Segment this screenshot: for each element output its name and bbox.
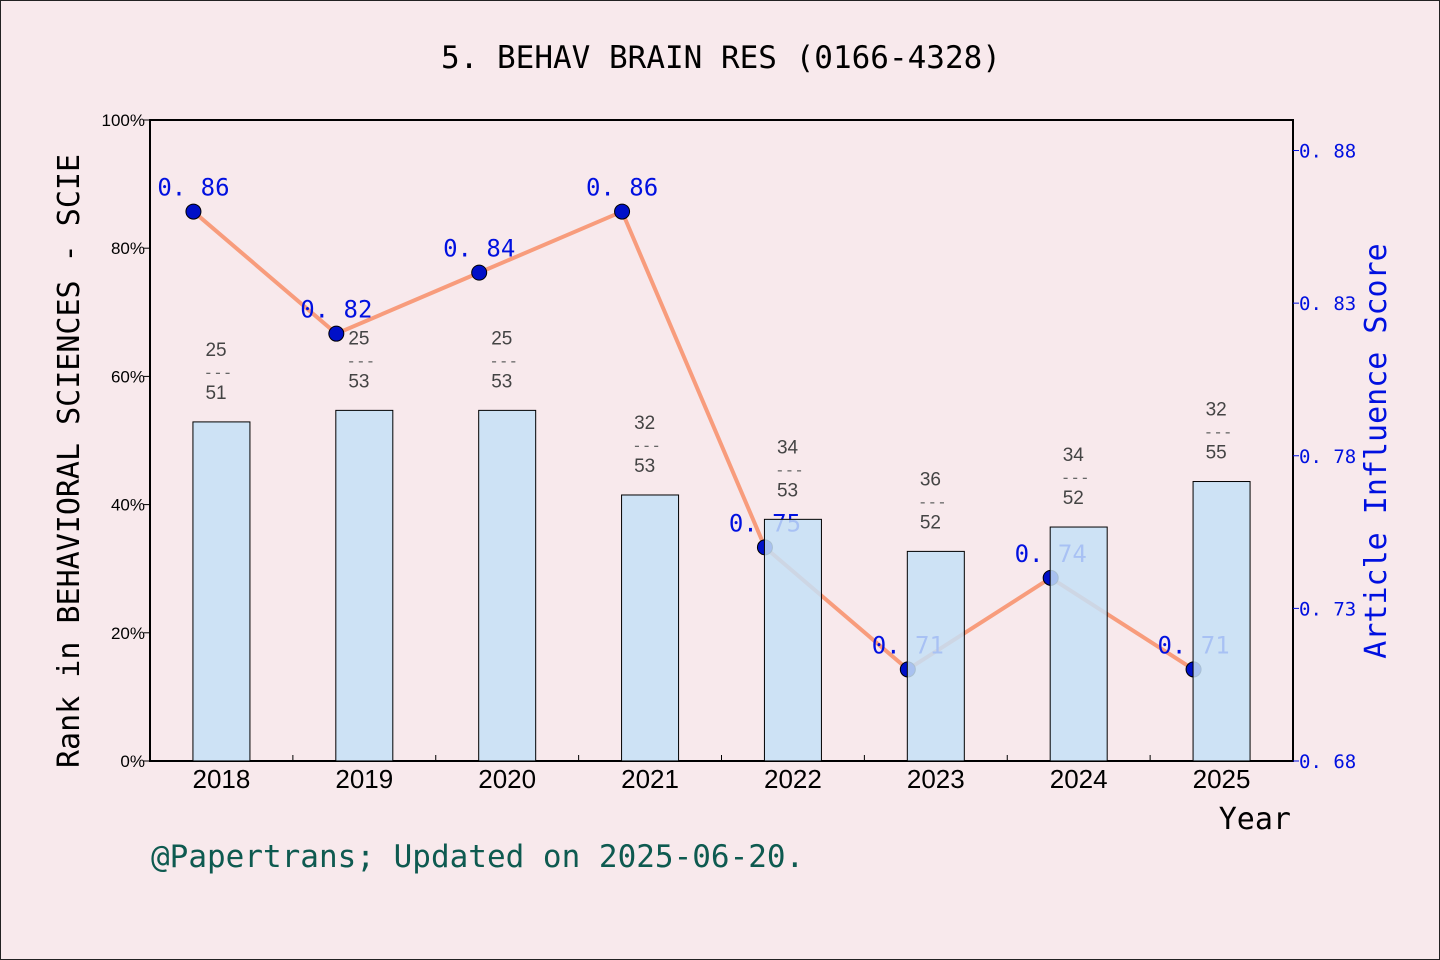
rank-bar [478,409,537,762]
rank-bar [621,494,680,762]
rank-numerator: 34 [777,437,799,458]
x-tick-label: 2024 [1050,764,1108,794]
left-tick-label: 100% [102,111,145,130]
x-tick-label: 2020 [478,764,536,794]
ais-point [328,325,345,342]
rank-bar [192,421,251,762]
footer-credit: @Papertrans; Updated on 2025-06-20. [151,839,804,875]
x-tick-label: 2023 [907,764,965,794]
ais-label: 0. 86 [157,174,229,202]
left-tick-label: 0% [120,752,145,771]
left-tick-label: 20% [111,624,145,643]
rank-divider: --- [632,436,661,455]
x-tick-label: 2018 [193,764,251,794]
rank-divider: --- [1061,468,1090,487]
right-tick-label: 0. 68 [1299,751,1356,773]
rank-divider: --- [489,351,518,370]
right-tick-label: 0. 88 [1299,141,1356,163]
rank-bar [1192,481,1251,762]
left-tick-label: 40% [111,496,145,515]
rank-denominator: 53 [491,371,512,392]
rank-divider: --- [346,351,375,370]
rank-bar [335,409,394,762]
left-tick-label: 60% [111,367,145,386]
rank-divider: --- [203,363,232,382]
rank-denominator: 53 [777,480,798,501]
right-tick-label: 0. 78 [1299,446,1356,468]
x-tick-label: 2021 [621,764,679,794]
ais-line [192,208,1195,672]
x-axis-label: Year [1219,802,1291,837]
x-tick-label: 2022 [764,764,822,794]
ais-point [614,203,631,220]
x-tick-label: 2025 [1193,764,1251,794]
rank-numerator: 34 [1063,445,1085,466]
ais-point [471,264,488,281]
y-axis-right-label: Article Influence Score [1359,243,1394,658]
rank-numerator: 25 [205,340,226,361]
rank-divider: --- [1204,423,1233,442]
ais-label: 0. 86 [586,174,658,202]
rank-denominator: 52 [920,512,941,533]
ais-label: 0. 82 [300,296,372,324]
rank-numerator: 25 [348,328,369,349]
rank-numerator: 36 [920,469,941,490]
rank-bar [906,550,965,762]
rank-bar [763,518,822,762]
rank-bar [1049,526,1108,762]
rank-denominator: 53 [634,456,655,477]
rank-denominator: 52 [1063,488,1084,509]
right-tick-label: 0. 73 [1299,598,1356,620]
left-tick-label: 80% [111,239,145,258]
y-axis-left-label: Rank in BEHAVIORAL SCIENCES - SCIE [52,154,87,768]
rank-numerator: 25 [491,328,512,349]
ais-point [185,203,202,220]
rank-denominator: 55 [1206,443,1227,464]
rank-denominator: 51 [205,383,226,404]
rank-denominator: 53 [348,371,369,392]
rank-numerator: 32 [634,413,655,434]
right-tick-label: 0. 83 [1299,293,1356,315]
chart-title: 5. BEHAV BRAIN RES (0166-4328) [441,40,1001,76]
x-tick-label: 2019 [335,764,393,794]
rank-divider: --- [918,492,947,511]
ais-label: 0. 84 [443,235,515,263]
rank-numerator: 32 [1206,400,1227,421]
rank-divider: --- [775,460,804,479]
